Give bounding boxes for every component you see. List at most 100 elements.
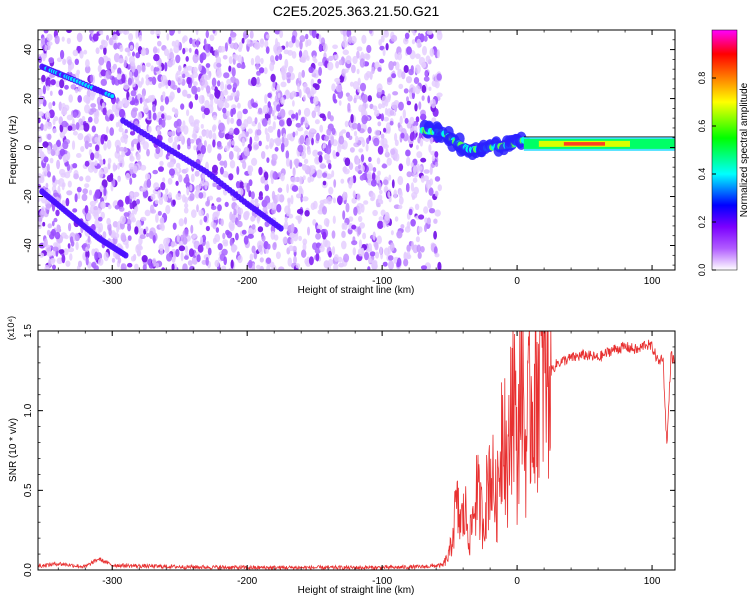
noise-speckle xyxy=(52,143,58,152)
noise-speckle xyxy=(178,245,186,252)
noise-speckle xyxy=(332,54,337,61)
noise-speckle xyxy=(205,129,210,139)
noise-speckle xyxy=(342,191,346,201)
noise-speckle xyxy=(166,252,173,262)
noise-speckle xyxy=(224,145,230,152)
noise-speckle xyxy=(255,264,261,270)
noise-speckle xyxy=(72,49,79,57)
noise-speckle xyxy=(73,173,79,180)
noise-speckle xyxy=(404,117,409,124)
noise-speckle xyxy=(145,62,151,68)
noise-speckle xyxy=(135,42,139,51)
noise-speckle xyxy=(188,47,192,53)
noise-speckle xyxy=(45,182,49,189)
noise-speckle xyxy=(390,34,398,42)
noise-speckle xyxy=(97,64,102,73)
noise-speckle xyxy=(72,111,78,118)
noise-speckle xyxy=(436,92,443,98)
noise-speckle xyxy=(324,240,331,248)
noise-speckle xyxy=(183,217,188,225)
noise-speckle xyxy=(378,39,383,46)
noise-speckle xyxy=(261,118,268,127)
noise-speckle xyxy=(46,33,53,42)
noise-speckle xyxy=(185,56,189,62)
noise-speckle xyxy=(201,67,207,75)
noise-speckle xyxy=(108,204,112,210)
noise-speckle xyxy=(159,105,165,112)
noise-speckle xyxy=(340,178,345,184)
noise-speckle xyxy=(56,159,61,170)
noise-speckle xyxy=(312,200,318,210)
noise-speckle xyxy=(397,175,404,186)
noise-speckle xyxy=(353,206,358,216)
noise-speckle xyxy=(434,253,440,258)
noise-speckle xyxy=(178,218,184,227)
noise-speckle xyxy=(72,130,78,136)
noise-speckle xyxy=(134,226,139,235)
noise-speckle xyxy=(418,132,422,139)
noise-speckle xyxy=(111,257,116,263)
noise-speckle xyxy=(64,171,71,179)
noise-speckle xyxy=(57,185,61,195)
noise-speckle xyxy=(326,196,333,205)
noise-speckle xyxy=(338,262,345,268)
noise-speckle xyxy=(434,190,439,197)
noise-speckle xyxy=(75,241,79,251)
noise-speckle xyxy=(90,107,97,113)
noise-speckle xyxy=(169,51,175,61)
y-tick-label: 1.5 xyxy=(23,324,34,338)
noise-speckle xyxy=(100,30,104,35)
y-tick-label: 40 xyxy=(23,44,34,56)
colorbar-label: Normalized spectral amplitude xyxy=(739,82,750,217)
noise-speckle xyxy=(124,47,131,53)
noise-speckle xyxy=(207,43,211,51)
noise-speckle xyxy=(275,55,279,62)
noise-speckle xyxy=(382,48,386,57)
noise-speckle xyxy=(421,84,427,94)
noise-speckle xyxy=(370,192,376,201)
noise-speckle xyxy=(85,175,91,183)
noise-speckle xyxy=(100,201,106,209)
noise-speckle xyxy=(184,203,189,209)
noise-speckle xyxy=(197,244,204,253)
noise-speckle xyxy=(54,179,61,185)
noise-speckle xyxy=(279,119,285,127)
noise-speckle xyxy=(398,196,404,205)
noise-speckle xyxy=(318,34,322,42)
noise-speckle xyxy=(236,152,240,161)
noise-speckle xyxy=(109,113,114,122)
noise-speckle xyxy=(415,144,419,150)
noise-speckle xyxy=(352,81,359,90)
noise-speckle xyxy=(231,140,236,146)
noise-speckle xyxy=(403,37,409,45)
noise-speckle xyxy=(224,102,230,109)
noise-speckle xyxy=(384,107,388,116)
noise-speckle xyxy=(242,160,247,170)
noise-speckle xyxy=(124,129,128,134)
noise-speckle xyxy=(431,155,436,162)
noise-speckle xyxy=(164,62,168,72)
noise-speckle xyxy=(304,120,309,128)
noise-speckle xyxy=(167,60,173,68)
noise-speckle xyxy=(412,30,416,36)
noise-speckle xyxy=(90,103,97,108)
noise-speckle xyxy=(224,42,228,52)
noise-speckle xyxy=(387,255,394,261)
noise-speckle xyxy=(217,243,223,251)
noise-speckle xyxy=(214,233,221,243)
noise-speckle xyxy=(118,108,126,118)
noise-speckle xyxy=(88,116,93,123)
noise-speckle xyxy=(159,160,164,167)
noise-speckle xyxy=(267,101,271,108)
noise-speckle xyxy=(414,64,421,74)
noise-speckle xyxy=(68,222,72,232)
y-tick-label: 0 xyxy=(23,144,34,150)
noise-speckle xyxy=(230,259,234,269)
noise-speckle xyxy=(87,235,91,243)
noise-speckle xyxy=(351,64,356,74)
noise-speckle xyxy=(141,64,146,73)
noise-speckle xyxy=(369,251,376,257)
noise-speckle xyxy=(230,244,237,253)
noise-speckle xyxy=(174,108,179,118)
noise-speckle xyxy=(314,105,320,113)
